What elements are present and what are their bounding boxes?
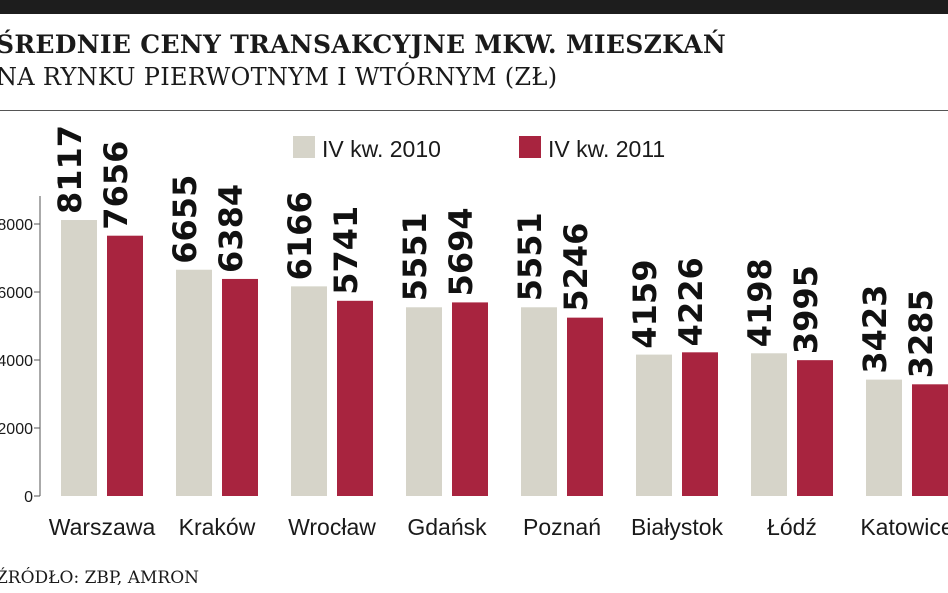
bar [751,353,787,496]
chart-title: ŚREDNIE CENY TRANSAKCYJNE MKW. MIESZKAŃ [0,30,727,59]
bar [567,317,603,496]
chart-subtitle: NA RYNKU PIERWOTNYM I WTÓRNYM (ZŁ) [0,63,558,91]
y-tick-label: 4000 [0,353,33,370]
value-label: 4226 [672,257,710,346]
value-label: 5694 [442,207,480,296]
value-label: 4159 [626,260,664,349]
bar [636,354,672,496]
value-label: 6166 [281,191,319,280]
category-label: Wrocław [288,514,376,540]
value-label: 3995 [787,265,825,354]
top-bar [0,0,948,14]
bar [176,269,212,496]
value-label: 6655 [166,175,204,264]
value-label: 4198 [741,258,779,347]
value-label: 5246 [557,223,595,312]
bar [337,300,373,496]
legend: IV kw. 2010 IV kw. 2011 [293,136,665,162]
category-label: Kraków [179,514,256,540]
bar [797,360,833,496]
bar [866,379,902,496]
legend-swatch [519,136,541,158]
bar [222,278,258,496]
source-note: ŹRÓDŁO: ZBP, AMRON [0,568,200,588]
value-label: 7656 [97,141,135,230]
bar [452,302,488,496]
value-label: 5741 [327,206,365,295]
y-tick-label: 8000 [0,217,33,234]
value-label: 6384 [212,184,250,273]
y-tick-label: 0 [24,489,33,506]
bars [61,220,948,497]
category-label: Białystok [631,514,724,540]
legend-label: IV kw. 2010 [322,136,441,162]
y-axis: 0 2000 4000 6000 8000 [0,196,41,506]
value-label: 5551 [396,212,434,301]
bar [291,286,327,496]
legend-swatch [293,136,315,158]
category-label: Gdańsk [407,514,487,540]
bar [912,384,948,496]
header-rule [0,110,948,111]
legend-label: IV kw. 2011 [548,136,665,162]
value-label: 8117 [51,125,89,214]
value-label: 3285 [902,289,940,378]
bar [107,235,143,497]
value-labels: 8117 7656 6655 6384 6166 5741 5551 5694 5551 5246… [51,125,940,378]
category-label: Poznań [523,514,601,540]
value-label: 3423 [856,285,894,374]
value-label: 5551 [511,212,549,301]
bar [682,352,718,496]
category-label: Warszawa [49,514,156,540]
category-label: Katowice [860,514,948,540]
bar [61,220,97,496]
y-tick-label: 2000 [0,421,33,438]
y-tick-label: 6000 [0,285,33,302]
category-labels: Warszawa Kraków Wrocław Gdańsk Poznań Białyst… [49,514,948,540]
category-label: Łódź [767,514,817,540]
bar [406,307,442,496]
bar [521,307,557,496]
